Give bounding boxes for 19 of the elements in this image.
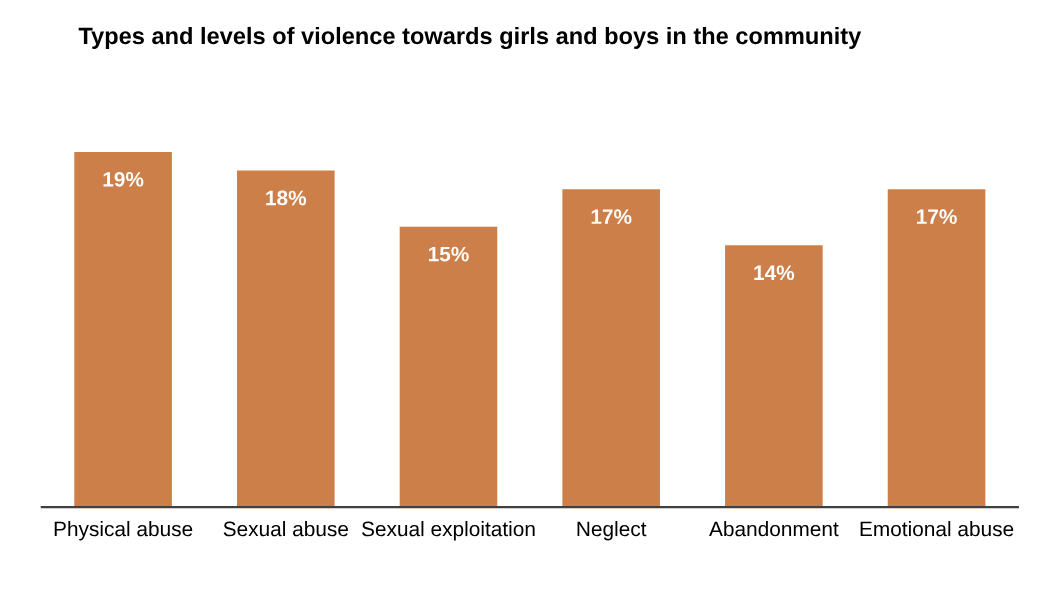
x-tick-label: Abandonment bbox=[709, 520, 839, 537]
bar bbox=[725, 245, 823, 508]
data-label: 15% bbox=[428, 246, 469, 262]
x-tick-label: Sexual abuse bbox=[223, 520, 348, 537]
bar bbox=[887, 189, 986, 508]
bar bbox=[399, 226, 498, 508]
bar bbox=[74, 151, 172, 508]
x-tick-label: Neglect bbox=[577, 520, 647, 541]
data-label: 19% bbox=[103, 171, 144, 187]
chart-title: Types and levels of violence towards girls and boys in the community bbox=[78, 26, 862, 50]
data-label: 18% bbox=[266, 190, 307, 206]
x-tick-label: Sexual exploitation bbox=[361, 520, 535, 541]
data-label: 17% bbox=[917, 209, 957, 225]
bar bbox=[562, 189, 660, 508]
bar bbox=[236, 170, 335, 508]
data-label: 17% bbox=[591, 209, 632, 225]
x-tick-label: Physical abuse bbox=[54, 520, 193, 541]
data-label: 14% bbox=[754, 265, 795, 281]
x-tick-label: Emotional abuse bbox=[860, 520, 1014, 537]
